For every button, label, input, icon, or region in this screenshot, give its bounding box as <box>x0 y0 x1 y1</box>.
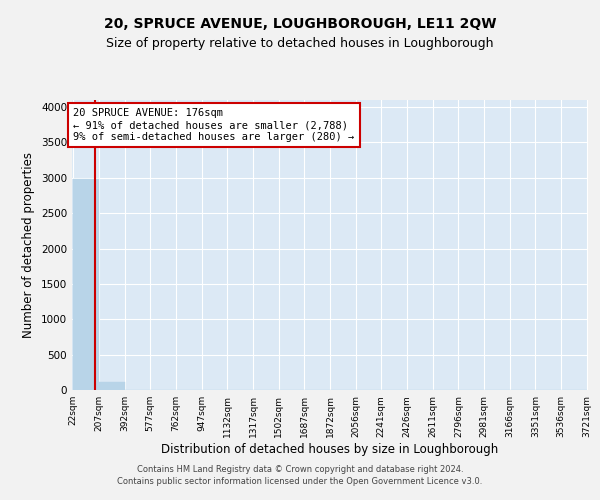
Bar <box>99 382 125 390</box>
Text: Contains public sector information licensed under the Open Government Licence v3: Contains public sector information licen… <box>118 477 482 486</box>
Text: Contains HM Land Registry data © Crown copyright and database right 2024.: Contains HM Land Registry data © Crown c… <box>137 465 463 474</box>
Y-axis label: Number of detached properties: Number of detached properties <box>22 152 35 338</box>
Text: 20 SPRUCE AVENUE: 176sqm
← 91% of detached houses are smaller (2,788)
9% of semi: 20 SPRUCE AVENUE: 176sqm ← 91% of detach… <box>73 108 355 142</box>
X-axis label: Distribution of detached houses by size in Loughborough: Distribution of detached houses by size … <box>161 442 499 456</box>
Text: 20, SPRUCE AVENUE, LOUGHBOROUGH, LE11 2QW: 20, SPRUCE AVENUE, LOUGHBOROUGH, LE11 2Q… <box>104 18 496 32</box>
Text: Size of property relative to detached houses in Loughborough: Size of property relative to detached ho… <box>106 38 494 51</box>
Bar <box>73 179 99 390</box>
